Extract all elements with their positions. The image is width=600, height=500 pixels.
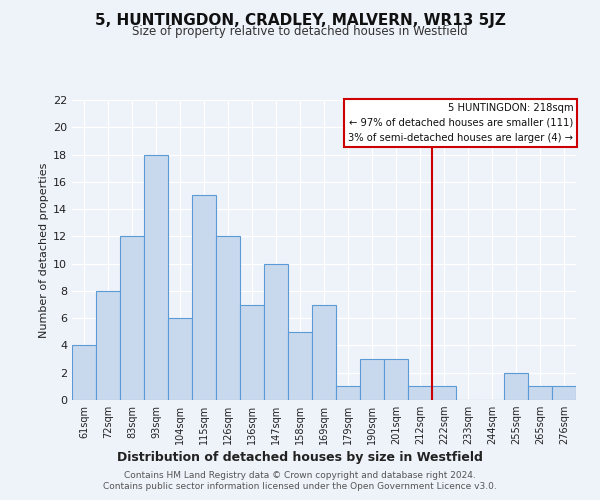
Bar (360, 359, 384, 400)
Bar (336, 386, 360, 400)
Text: 5 HUNTINGDON: 218sqm
← 97% of detached houses are smaller (111)
3% of semi-detac: 5 HUNTINGDON: 218sqm ← 97% of detached h… (349, 103, 574, 142)
Bar (240, 304, 264, 400)
Bar (96, 291, 120, 400)
Bar (288, 332, 312, 400)
Text: 5, HUNTINGDON, CRADLEY, MALVERN, WR13 5JZ: 5, HUNTINGDON, CRADLEY, MALVERN, WR13 5J… (95, 12, 505, 28)
Text: Contains public sector information licensed under the Open Government Licence v3: Contains public sector information licen… (103, 482, 497, 491)
Bar (432, 386, 456, 400)
Bar (312, 304, 336, 400)
Text: Contains HM Land Registry data © Crown copyright and database right 2024.: Contains HM Land Registry data © Crown c… (124, 471, 476, 480)
Bar (168, 318, 192, 400)
Bar (216, 236, 240, 400)
Text: Size of property relative to detached houses in Westfield: Size of property relative to detached ho… (132, 25, 468, 38)
Bar (528, 386, 552, 400)
Bar (504, 372, 528, 400)
Bar (264, 264, 288, 400)
Bar (72, 346, 96, 400)
Bar (384, 359, 408, 400)
Bar (120, 236, 144, 400)
Text: Distribution of detached houses by size in Westfield: Distribution of detached houses by size … (117, 451, 483, 464)
Bar (192, 196, 216, 400)
Y-axis label: Number of detached properties: Number of detached properties (39, 162, 49, 338)
Bar (144, 154, 168, 400)
Bar (408, 386, 432, 400)
Bar (552, 386, 576, 400)
